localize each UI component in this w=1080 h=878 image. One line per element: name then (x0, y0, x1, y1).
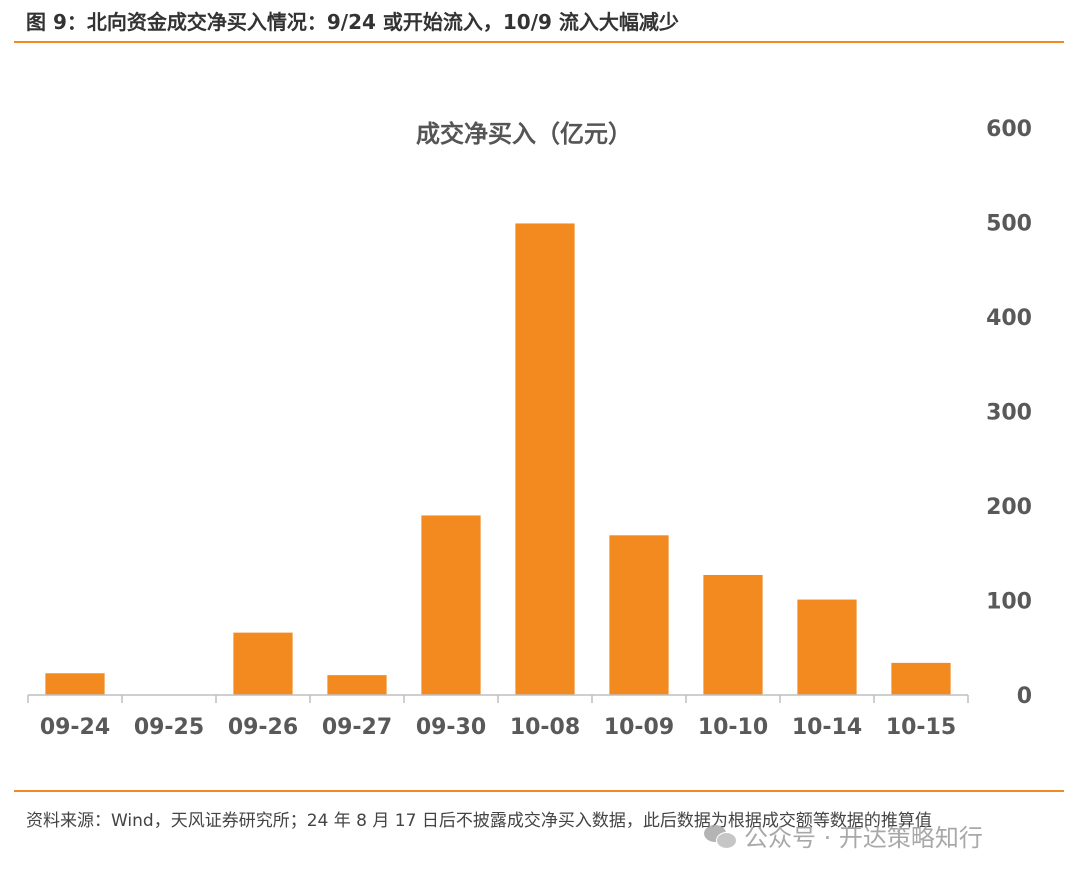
bar-10-08 (515, 223, 575, 695)
y-tick-label: 0 (1017, 684, 1032, 709)
watermark: 公众号 · 开达策略知行 (704, 818, 983, 853)
bar-09-26 (233, 632, 293, 695)
y-tick-label: 100 (986, 590, 1032, 615)
bottom-divider (14, 790, 1064, 792)
x-tick-label: 09-27 (322, 715, 392, 740)
y-tick-label: 500 (986, 212, 1032, 237)
wechat-icon (704, 823, 737, 849)
y-tick-label: 400 (986, 306, 1032, 331)
x-tick-label: 10-09 (604, 715, 674, 740)
bar-09-30 (421, 515, 481, 695)
bar-10-14 (797, 599, 857, 695)
watermark-text: 公众号 · 开达策略知行 (744, 824, 983, 852)
chart-title: 成交净买入（亿元） (416, 120, 632, 148)
bar-10-10 (703, 574, 763, 695)
figure-title: 图 9：北向资金成交净买入情况：9/24 或开始流入，10/9 流入大幅减少 (26, 10, 679, 34)
y-tick-label: 600 (986, 117, 1032, 142)
figure-header: 图 9：北向资金成交净买入情况：9/24 或开始流入，10/9 流入大幅减少 (26, 8, 1062, 42)
source-note: 资料来源：Wind，天风证券研究所；24 年 8 月 17 日后不披露成交净买入… (26, 811, 932, 831)
x-tick-label: 09-24 (40, 715, 110, 740)
chart-area: 成交净买入（亿元） 09-24 09-25 09-26 09-27 09-30 10-08 1… (0, 60, 1080, 780)
x-tick-label: 10-15 (886, 715, 956, 740)
x-tick-label: 09-26 (228, 715, 298, 740)
bar-chart: 成交净买入（亿元） 09-24 09-25 09-26 09-27 09-30 10-08 1… (27, 117, 1032, 740)
bar-10-15 (891, 662, 951, 695)
x-tick-label: 10-10 (698, 715, 768, 740)
y-tick-label: 200 (986, 495, 1032, 520)
bar-09-24 (45, 673, 105, 695)
y-tick-label: 300 (986, 401, 1032, 426)
bar-10-09 (609, 535, 669, 695)
x-tick-label: 10-08 (510, 715, 580, 740)
top-divider (14, 41, 1064, 43)
x-tick-label: 09-25 (134, 715, 204, 740)
x-tick-label: 09-30 (416, 715, 486, 740)
bar-09-27 (327, 675, 387, 695)
x-tick-label: 10-14 (792, 715, 862, 740)
